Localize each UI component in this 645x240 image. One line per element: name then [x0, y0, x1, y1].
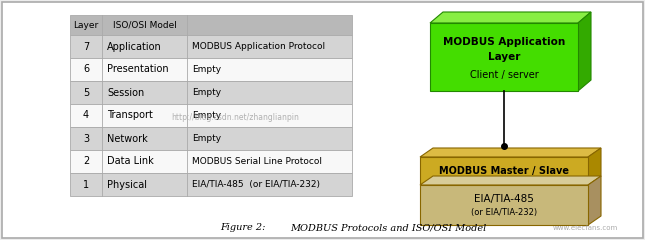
- Text: MODBUS Master / Slave: MODBUS Master / Slave: [439, 166, 569, 176]
- Text: 3: 3: [83, 133, 89, 144]
- Bar: [70, 35, 352, 58]
- Text: MODBUS Protocols and ISO/OSI Model: MODBUS Protocols and ISO/OSI Model: [290, 223, 486, 233]
- Text: Layer: Layer: [74, 20, 99, 30]
- Text: www.elecfans.com: www.elecfans.com: [552, 225, 618, 231]
- Bar: [430, 23, 578, 91]
- Text: 5: 5: [83, 88, 89, 97]
- Bar: [70, 173, 352, 196]
- Polygon shape: [430, 12, 591, 23]
- Polygon shape: [588, 176, 601, 225]
- Text: 6: 6: [83, 65, 89, 74]
- Polygon shape: [420, 148, 601, 157]
- Text: Empty: Empty: [192, 134, 221, 143]
- Text: 7: 7: [83, 42, 89, 52]
- Text: Session: Session: [107, 88, 144, 97]
- Text: 4: 4: [83, 110, 89, 120]
- Bar: [70, 104, 352, 127]
- Text: Layer: Layer: [488, 52, 520, 62]
- Text: 2: 2: [83, 156, 89, 167]
- Text: Empty: Empty: [192, 88, 221, 97]
- Bar: [70, 58, 352, 81]
- Bar: [70, 127, 352, 150]
- Text: MODBUS Application: MODBUS Application: [443, 37, 565, 47]
- Text: 1: 1: [83, 180, 89, 190]
- Polygon shape: [420, 176, 601, 185]
- Text: Network: Network: [107, 133, 148, 144]
- Text: MODBUS Serial Line Protocol: MODBUS Serial Line Protocol: [192, 157, 322, 166]
- Text: EIA/TIA-485  (or EIA/TIA-232): EIA/TIA-485 (or EIA/TIA-232): [192, 180, 320, 189]
- Text: Figure 2:: Figure 2:: [220, 223, 265, 233]
- Text: MODBUS Application Protocol: MODBUS Application Protocol: [192, 42, 325, 51]
- Bar: [70, 150, 352, 173]
- Text: Data Link: Data Link: [107, 156, 154, 167]
- Text: Transport: Transport: [107, 110, 153, 120]
- Text: Empty: Empty: [192, 111, 221, 120]
- Polygon shape: [578, 12, 591, 91]
- Bar: [70, 81, 352, 104]
- Text: (or EIA/TIA-232): (or EIA/TIA-232): [471, 209, 537, 217]
- Bar: [420, 185, 588, 225]
- Text: Client / server: Client / server: [470, 70, 539, 80]
- Text: http://blog.csdn.net/zhanglianpin: http://blog.csdn.net/zhanglianpin: [171, 114, 299, 122]
- Text: Presentation: Presentation: [107, 65, 168, 74]
- Text: Application: Application: [107, 42, 162, 52]
- Text: ISO/OSI Model: ISO/OSI Model: [113, 20, 177, 30]
- Bar: [420, 157, 588, 185]
- Text: Physical: Physical: [107, 180, 147, 190]
- Text: EIA/TIA-485: EIA/TIA-485: [474, 194, 534, 204]
- Bar: [70, 15, 352, 35]
- Text: Empty: Empty: [192, 65, 221, 74]
- Polygon shape: [588, 148, 601, 185]
